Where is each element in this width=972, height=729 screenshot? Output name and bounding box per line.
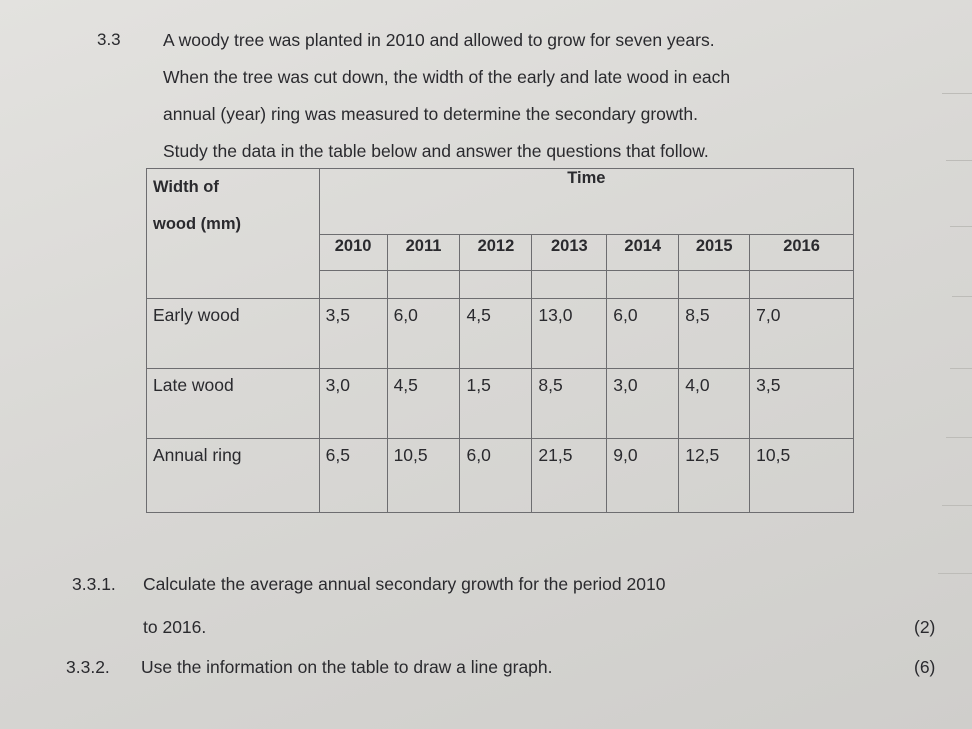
row-label-early-wood: Early wood [146,298,320,369]
table-cell: 10,5 [386,438,461,513]
year-header: 2015 [678,234,751,271]
subquestion-number: 3.3.2. [66,657,110,677]
table-cell: 6,5 [318,438,388,513]
table-row: Annual ring 6,5 10,5 6,0 21,5 9,0 12,5 1… [146,438,854,513]
ruled-line [950,226,972,227]
ruled-line [942,93,972,94]
intro-line: annual (year) ring was measured to deter… [163,104,698,124]
subquestion-number: 3.3.1. [72,574,116,594]
year-header: 2013 [531,234,608,271]
table-cell: 8,5 [678,298,751,369]
wood-width-table: Width of wood (mm) Time 2010 2011 2012 2… [146,168,855,513]
table-cell: 9,0 [606,438,680,513]
year-header: 2011 [386,234,461,271]
table-cell: 3,5 [749,368,854,439]
question-intro: A woody tree was planted in 2010 and all… [163,22,893,170]
subquestion-text: Calculate the average annual secondary g… [143,574,666,594]
table-spacer-cell [606,270,680,299]
table-cell: 13,0 [531,298,608,369]
question-number: 3.3 [97,30,121,49]
table-cell: 6,0 [459,438,533,513]
table-spacer-cell [531,270,608,299]
ruled-line [938,573,972,574]
table-cell: 3,0 [318,368,388,439]
table-spacer-cell [678,270,751,299]
table-cell: 1,5 [459,368,533,439]
table-cell: 3,0 [606,368,680,439]
subquestion-text: Use the information on the table to draw… [141,657,553,677]
year-header: 2016 [749,234,854,271]
marks-label: (6) [914,657,936,677]
table-cell: 4,5 [386,368,461,439]
table-cell: 7,0 [749,298,854,369]
year-header: 2012 [459,234,533,271]
table-cell: 4,0 [678,368,751,439]
table-cell: 8,5 [531,368,608,439]
intro-line: When the tree was cut down, the width of… [163,67,731,87]
ruled-line [946,160,972,161]
time-header: Time [318,168,855,235]
ruled-line [942,505,972,506]
table-cell: 3,5 [318,298,388,369]
table-corner-header: Width of wood (mm) [146,168,320,299]
table-cell: 6,0 [386,298,461,369]
subquestion-text: to 2016. [143,617,207,637]
table-spacer-cell [459,270,533,299]
ruled-line [952,296,972,297]
corner-label-line2: wood (mm) [153,215,241,233]
intro-line: A woody tree was planted in 2010 and all… [163,30,715,50]
row-label-late-wood: Late wood [146,368,320,439]
table-row: Early wood 3,5 6,0 4,5 13,0 6,0 8,5 7,0 [146,298,854,369]
row-label-annual-ring: Annual ring [146,438,320,513]
table-spacer-cell [386,270,461,299]
table-row: Late wood 3,0 4,5 1,5 8,5 3,0 4,0 3,5 [146,368,854,439]
year-header: 2014 [606,234,680,271]
table-cell: 6,0 [606,298,680,369]
ruled-line [950,368,972,369]
table-cell: 21,5 [531,438,608,513]
table-cell: 4,5 [459,298,533,369]
table-spacer-cell [749,270,854,299]
table-cell: 10,5 [749,438,854,513]
corner-label-line1: Width of [153,178,219,196]
table-spacer-cell [318,270,388,299]
marks-label: (2) [914,617,936,637]
table-cell: 12,5 [678,438,751,513]
intro-line: Study the data in the table below and an… [163,141,709,161]
year-header: 2010 [318,234,388,271]
ruled-line [946,437,972,438]
